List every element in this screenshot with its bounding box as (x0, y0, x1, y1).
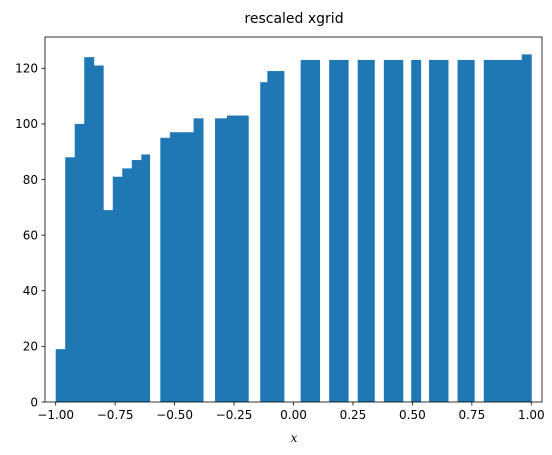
histogram-bar (169, 132, 183, 402)
histogram-bar (267, 71, 280, 402)
y-tick-label: 120 (15, 62, 38, 76)
histogram-bar (160, 137, 171, 402)
x-axis-label: x (291, 431, 298, 445)
y-tick-label: 60 (23, 228, 38, 242)
x-tick-label: 0.00 (280, 408, 307, 422)
histogram-bar (193, 118, 204, 402)
y-tick-label: 100 (15, 117, 38, 131)
x-tick-label: −0.25 (216, 408, 253, 422)
histogram-bar (215, 118, 228, 402)
histogram-bar (141, 154, 151, 402)
histogram-bar (300, 59, 321, 402)
histogram-bar (84, 57, 95, 402)
chart-title: rescaled xgrid (244, 11, 343, 27)
histogram-bar (112, 176, 123, 402)
histogram-bar (131, 160, 142, 402)
histogram-bar (55, 349, 66, 402)
histogram-bar (521, 54, 532, 402)
x-tick-label: 0.50 (399, 408, 426, 422)
histogram-bar (329, 59, 349, 402)
x-tick-label: 0.25 (340, 408, 367, 422)
histogram-bar (383, 59, 404, 402)
x-tick-label: 1.00 (518, 408, 545, 422)
y-tick-label: 0 (30, 395, 38, 409)
histogram-bar (483, 59, 523, 402)
histogram-bar (457, 59, 475, 402)
histogram-bar (429, 59, 449, 402)
plot-frame (44, 36, 543, 403)
histogram-bar (411, 59, 422, 402)
histogram-bar (181, 132, 195, 402)
y-tick-label: 20 (23, 340, 38, 354)
y-axis-ticks: 0 20 40 60 80 100 120 (15, 62, 45, 409)
histogram-bar (279, 71, 285, 402)
histogram-bar (103, 210, 114, 402)
histogram-bar (226, 115, 242, 402)
histogram-bar (65, 157, 76, 402)
x-tick-label: 0.75 (458, 408, 485, 422)
x-tick-label: −0.50 (156, 408, 193, 422)
y-tick-label: 80 (23, 173, 38, 187)
histogram-bar (241, 115, 249, 402)
x-axis-ticks: −1.00 −0.75 −0.50 −0.25 0.00 0.25 0.50 0.75 1.00 (37, 402, 545, 422)
bars-group (55, 54, 532, 403)
histogram-bar (74, 123, 85, 403)
histogram-bar (260, 82, 268, 402)
y-tick-label: 40 (23, 284, 38, 298)
histogram-bar (93, 65, 104, 402)
histogram-bar (357, 59, 375, 402)
x-tick-label: −1.00 (37, 408, 74, 422)
histogram-bar (122, 168, 133, 402)
x-tick-label: −0.75 (97, 408, 134, 422)
